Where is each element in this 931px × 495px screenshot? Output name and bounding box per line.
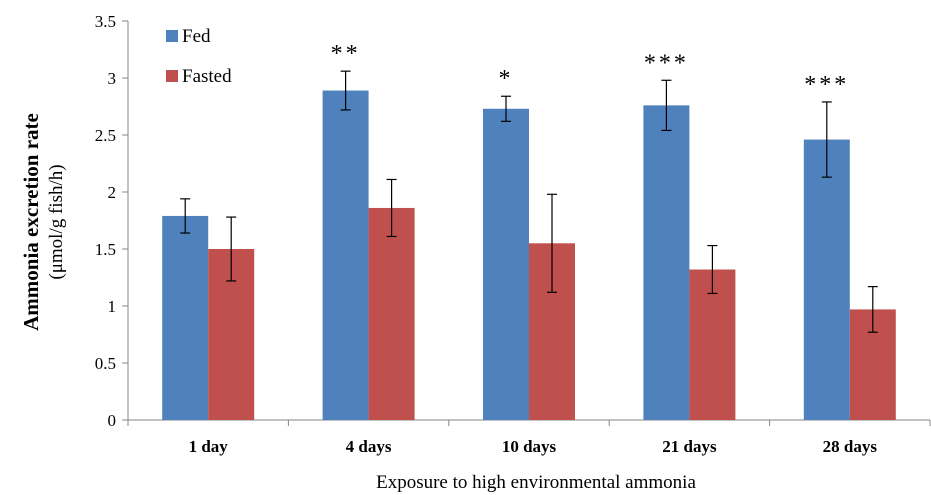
bar-fed (162, 215, 209, 420)
significance-marker: * (499, 66, 514, 92)
x-category-label: 4 days (346, 437, 392, 456)
y-tick-label: 0 (108, 411, 117, 430)
x-category-label: 28 days (823, 437, 878, 456)
legend-swatch-fed (166, 30, 178, 42)
x-axis-label: Exposure to high environmental ammonia (376, 472, 696, 493)
x-category-label: 1 day (189, 437, 229, 456)
y-tick-label: 0.5 (95, 354, 116, 373)
significance-marker: ** (331, 41, 361, 67)
bar-fed (803, 139, 850, 420)
x-category-label: 21 days (662, 437, 717, 456)
y-axis-unit-label: (μmol/g fish/h) (46, 164, 67, 279)
legend-label-fasted: Fasted (182, 66, 232, 87)
y-axis-title: Ammonia excretion rate (μmol/g fish/h) (19, 113, 67, 331)
bar-fed (322, 90, 369, 420)
bar-fasted (689, 269, 736, 420)
significance-marker: *** (644, 50, 689, 76)
y-axis-ticks: 0 0.5 1 1.5 2 2.5 3 3.5 (95, 12, 128, 430)
y-tick-label: 1.5 (95, 240, 116, 259)
y-tick-label: 1 (108, 297, 117, 316)
legend: Fed Fasted (166, 26, 232, 87)
y-tick-label: 3 (108, 69, 117, 88)
y-tick-label: 2.5 (95, 126, 116, 145)
significance-markers: ********* (331, 41, 849, 98)
y-tick-label: 2 (108, 183, 117, 202)
bar-fed (483, 108, 529, 420)
error-bars (180, 70, 878, 333)
legend-swatch-fasted (166, 70, 178, 82)
x-category-label: 10 days (502, 437, 557, 456)
bar-fasted (368, 207, 415, 420)
legend-label-fed: Fed (182, 26, 211, 47)
bar-fed (643, 105, 690, 421)
bars (162, 90, 896, 421)
y-axis-label: Ammonia excretion rate (19, 113, 43, 331)
y-tick-label: 3.5 (95, 12, 116, 31)
x-axis-categories: 1 day 4 days 10 days 21 days 28 days (127, 420, 931, 456)
significance-marker: *** (804, 72, 849, 98)
